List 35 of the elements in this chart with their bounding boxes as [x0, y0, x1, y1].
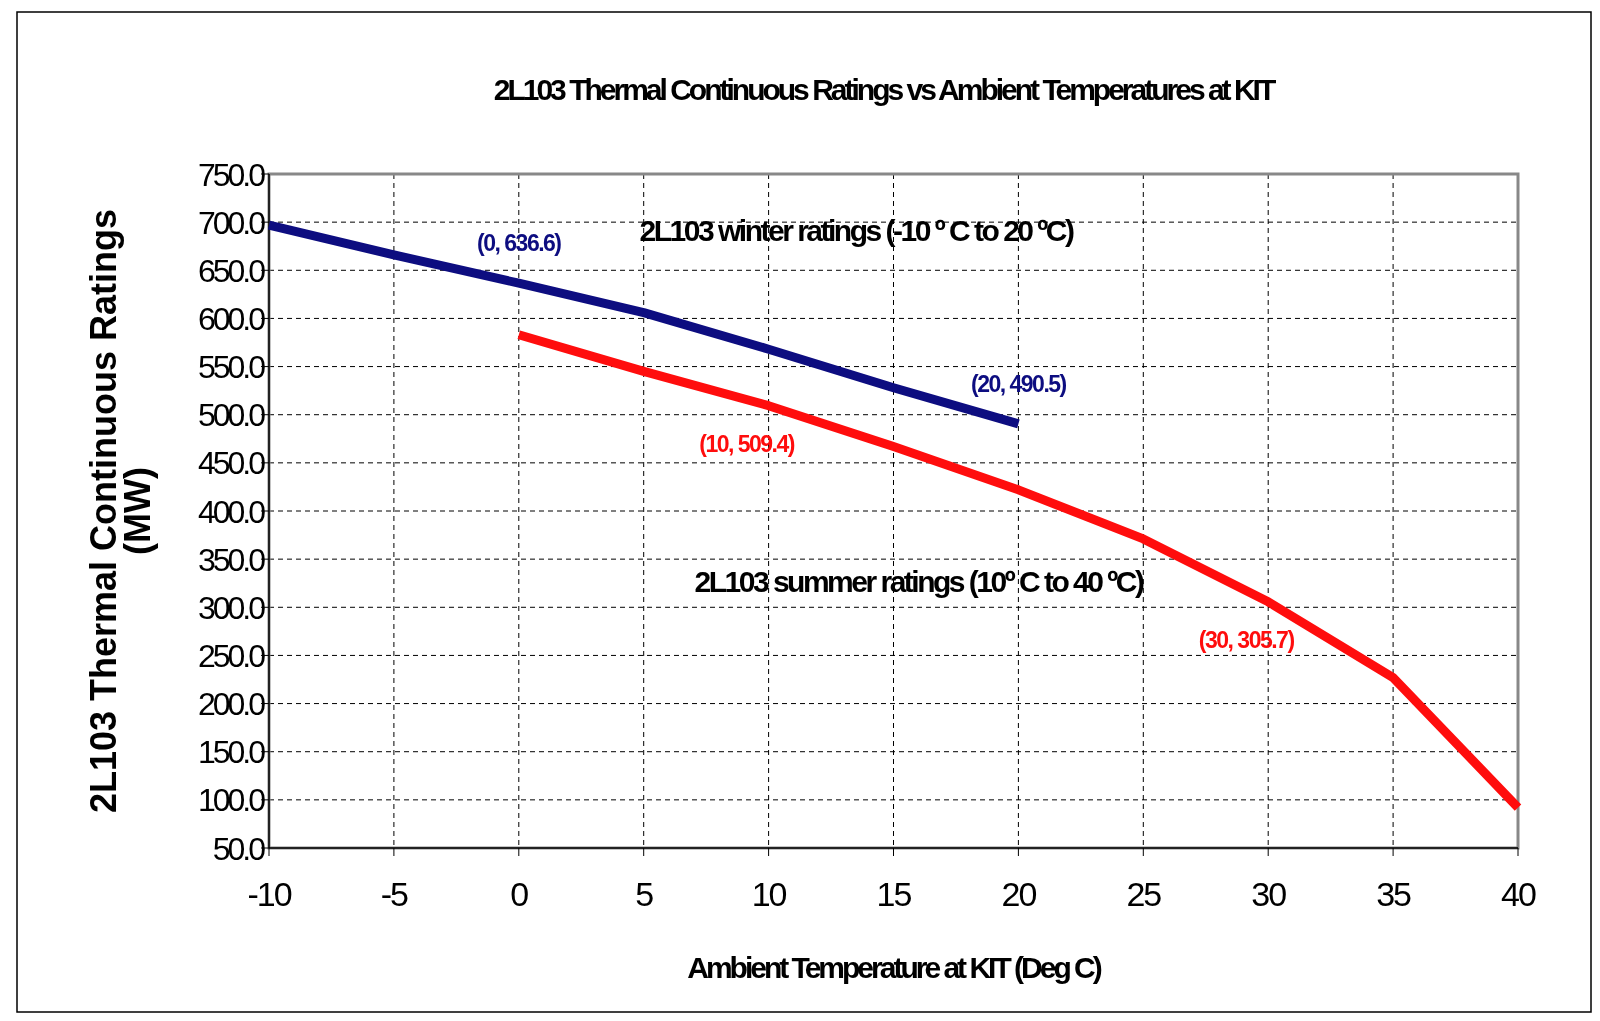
annotation: (20, 490.5)	[971, 370, 1067, 397]
x-tick-label: 20	[1001, 875, 1037, 913]
y-tick-label: 500.0	[197, 397, 266, 434]
x-tick-label: 30	[1251, 875, 1287, 913]
y-tick-label: 450.0	[197, 445, 266, 482]
annotation: (10, 509.4)	[699, 430, 795, 457]
y-tick-label: 750.0	[197, 156, 266, 193]
y-tick-label: 300.0	[197, 589, 266, 626]
x-tick-label: 10	[751, 875, 787, 913]
x-tick-label: -5	[380, 875, 409, 913]
text: 2L103 winter ratings (-10 º C to 20 ºC)	[639, 214, 1074, 248]
x-axis-title: Ambient Temperature at KIT (Deg C)	[687, 951, 1102, 984]
x-tick-label: -10	[247, 875, 292, 913]
y-tick-label: 350.0	[197, 541, 266, 578]
y-tick-label: 50.0	[212, 830, 266, 867]
series-label: 2L103 summer ratings (10º C to 40 ºC)	[694, 564, 1144, 598]
y-tick-label: 600.0	[197, 300, 266, 337]
x-tick-label: 0	[510, 875, 529, 913]
x-tick-label: 40	[1501, 875, 1536, 913]
y-tick-label: 550.0	[197, 349, 266, 386]
y-tick-label: 100.0	[197, 782, 266, 819]
x-tick-label: 15	[876, 875, 912, 913]
y-tick-label: 150.0	[197, 734, 266, 771]
y-tick-label: 400.0	[197, 493, 266, 530]
y-axis-title: 2L103 Thermal Continuous Ratings (MW)	[83, 208, 158, 814]
x-tick-label: 25	[1126, 875, 1162, 913]
y-tick-label: 200.0	[197, 686, 266, 723]
chart-title: 2L103 Thermal Continuous Ratings vs Ambient Temperatures at KIT	[493, 73, 1276, 106]
y-tick-label: 250.0	[197, 637, 266, 674]
x-tick-label: 35	[1376, 875, 1412, 913]
annotation: (0, 636.6)	[477, 230, 562, 257]
y-tick-label: 650.0	[197, 252, 266, 289]
y-tick-label: 700.0	[197, 204, 266, 241]
annotation: (30, 305.7)	[1198, 626, 1295, 653]
x-tick-label: 5	[635, 875, 654, 913]
